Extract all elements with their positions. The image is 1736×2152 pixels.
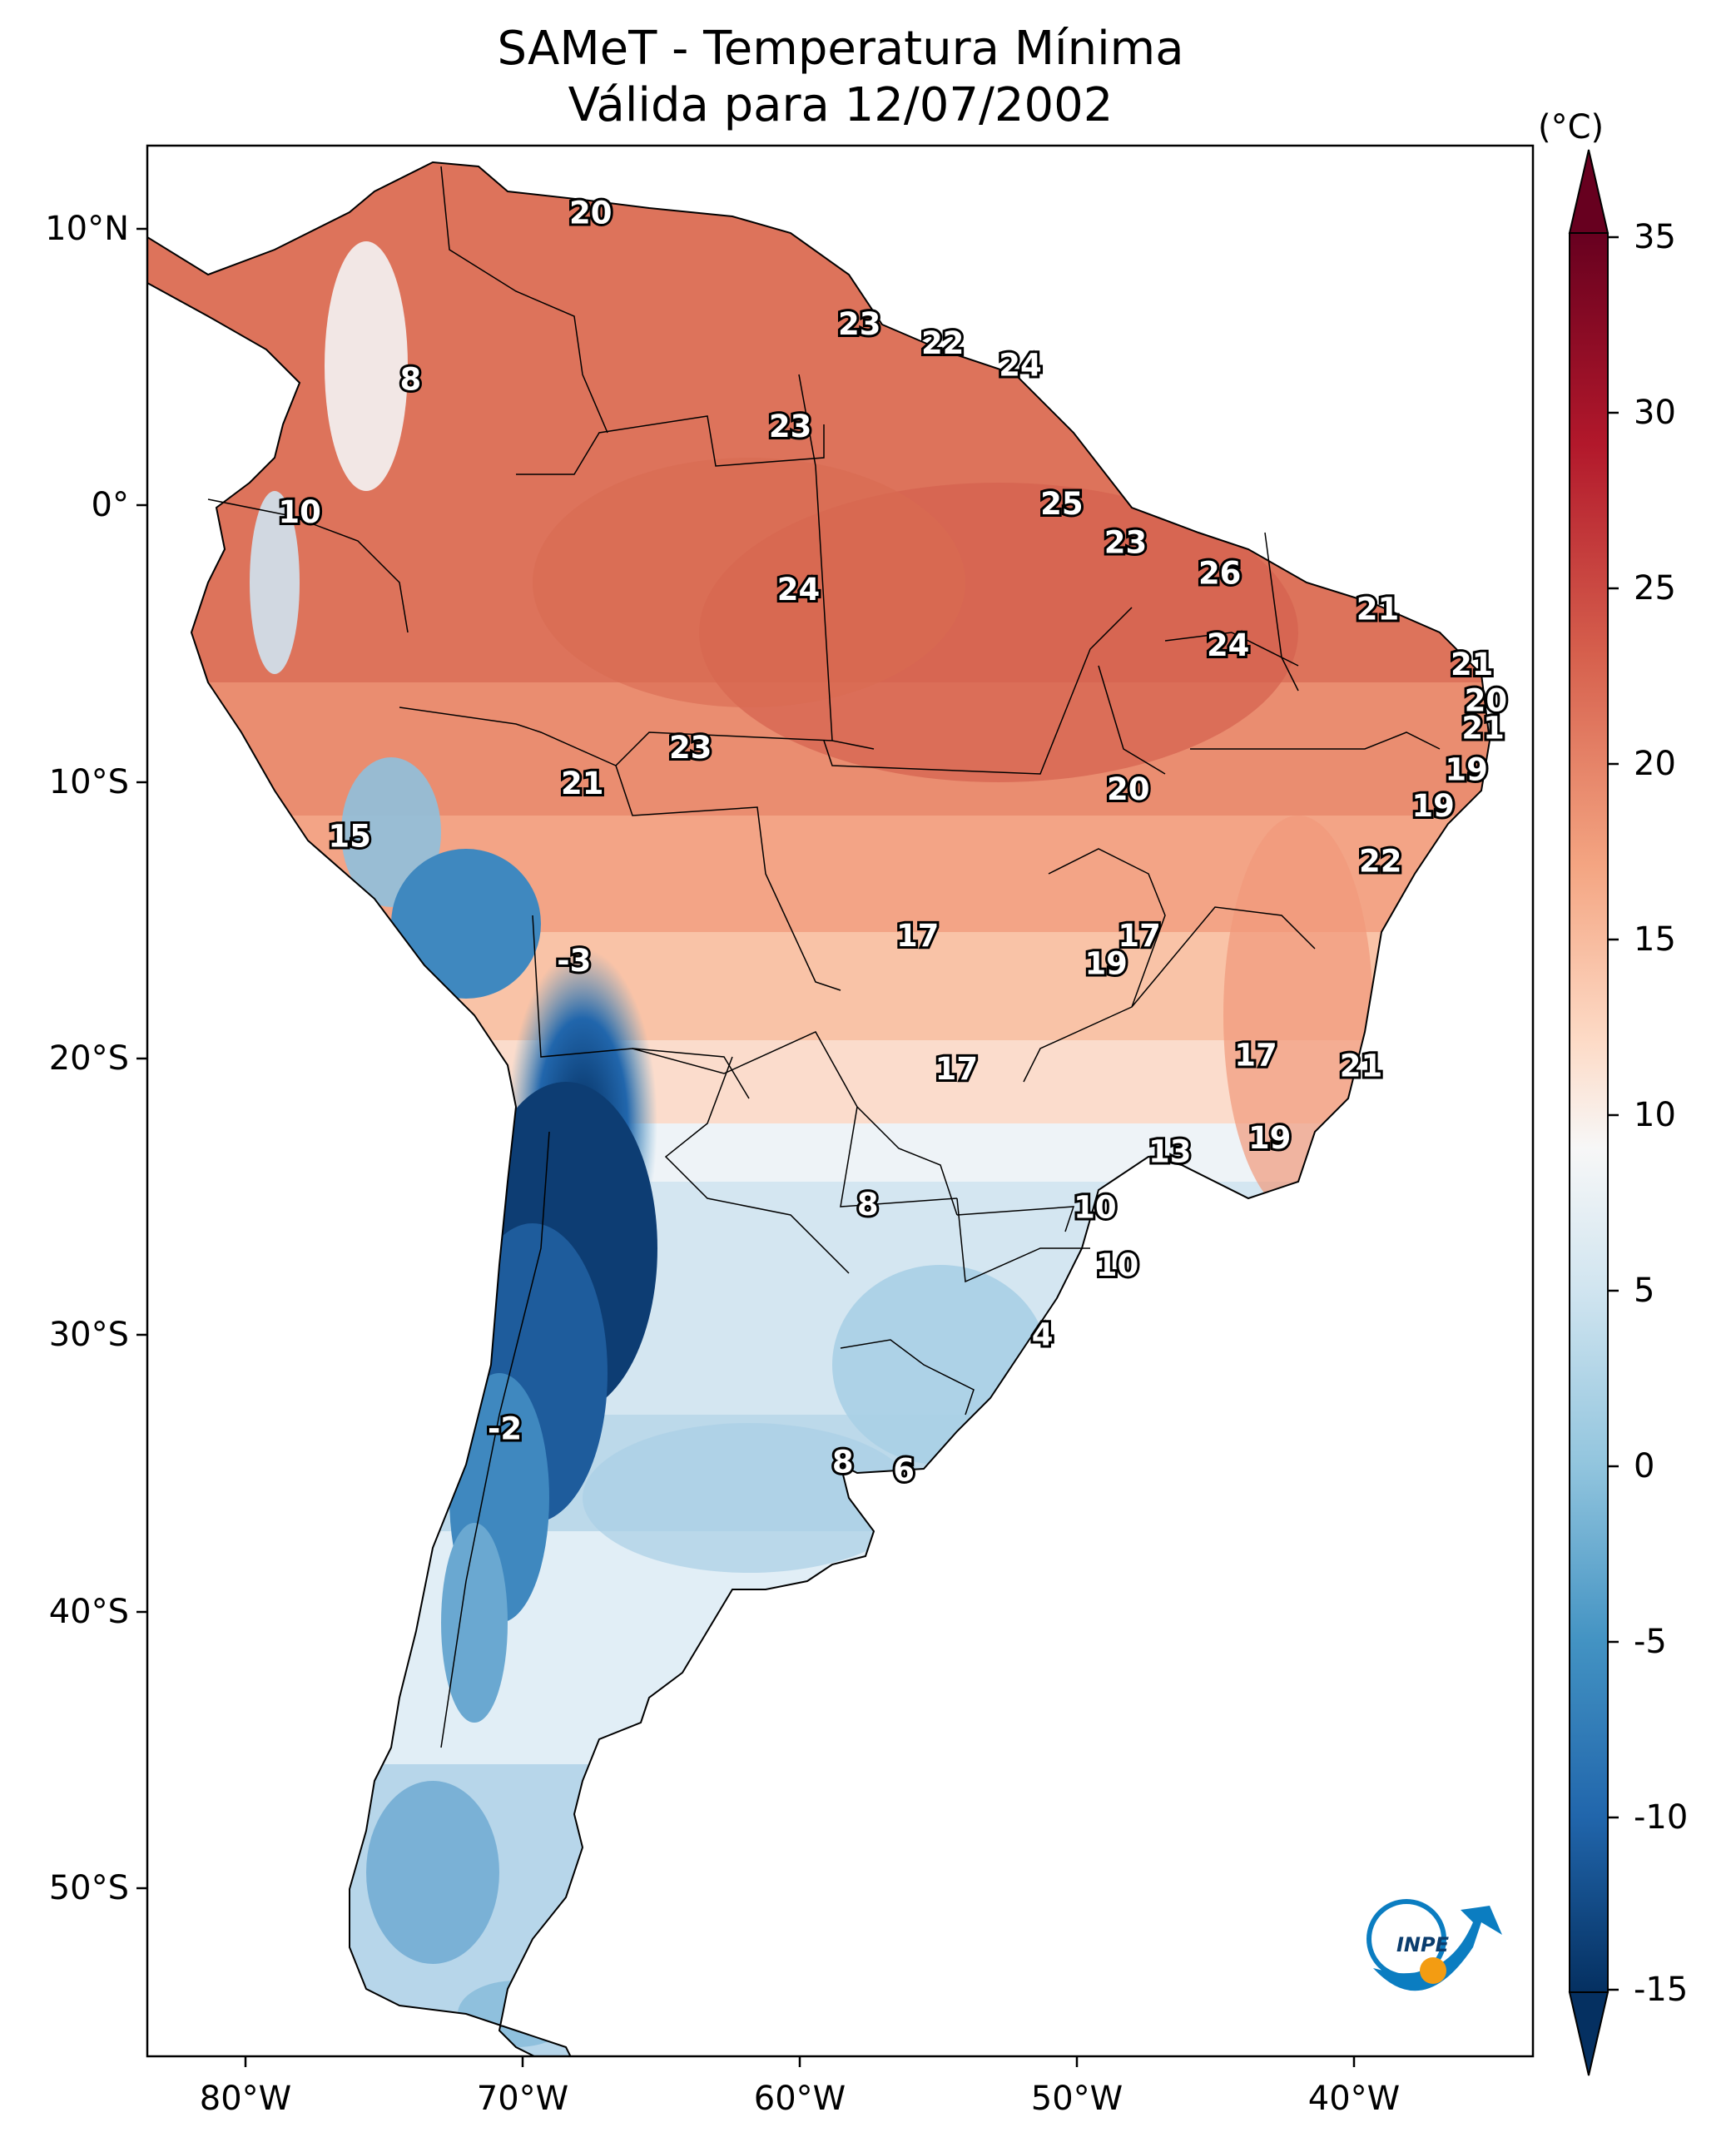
station-value-label: 22 [921,325,965,361]
station-value-label: 8 [857,1187,879,1222]
station-value-label: 8 [832,1444,854,1480]
lon-label-60w: 60°W [753,2080,846,2118]
station-value-label: 6 [893,1452,915,1488]
station-value-label: 23 [669,730,712,766]
colorbar-tick-5: 5 [1634,1272,1655,1310]
lon-label-50w: 50°W [1030,2080,1123,2118]
station-value-label: 20 [569,196,613,231]
station-value-label: 24 [1207,627,1250,663]
colorbar-unit: (°C) [1538,108,1605,146]
station-value-label: 19 [1445,752,1488,788]
station-value-label: 23 [769,409,812,444]
colorbar-tick-10: 10 [1634,1096,1676,1134]
station-value-label: 17 [1118,918,1161,954]
map-frame [146,144,1535,2058]
lon-tick-marks [244,2056,1356,2067]
station-value-label: -3 [557,943,591,979]
station-value-label: 15 [328,818,371,854]
station-value-label: 21 [1340,1049,1383,1084]
station-value-label: 24 [777,572,821,607]
lat-label-0: 0° [91,486,129,524]
lon-label-40w: 40°W [1307,2080,1401,2118]
lat-label-40s: 40°S [48,1593,129,1631]
colorbar-tick-minus15: -15 [1634,1971,1689,2009]
station-value-label: 19 [1248,1120,1292,1156]
station-value-label: 23 [838,306,881,342]
inpe-logo: INPE [1366,1899,1502,1991]
station-value-label: 20 [1465,682,1508,718]
lat-label-20s: 20°S [48,1039,129,1078]
lon-label-80w: 80°W [199,2080,292,2118]
map-title: SAMeT - Temperatura Mínima [497,22,1184,76]
inpe-logo-text: INPE [1396,1933,1450,1956]
station-value-label: 10 [278,494,321,530]
station-value-label: 13 [1148,1134,1192,1170]
station-value-label: 17 [1234,1037,1277,1073]
colorbar-tick-25: 25 [1634,569,1676,607]
lat-label-10s: 10°S [48,763,129,801]
station-value-label: 23 [1104,525,1148,561]
station-value-label: 22 [1359,843,1402,879]
colorbar-tick-15: 15 [1634,920,1676,959]
colorbar-tick-35: 35 [1634,218,1676,256]
station-value-label: 10 [1096,1247,1139,1283]
station-value-label: 21 [1357,592,1400,627]
station-value-label: 20 [1107,771,1150,807]
lat-label-50s: 50°S [48,1869,129,1907]
lon-label-70w: 70°W [476,2080,569,2118]
station-value-label: 17 [935,1051,979,1087]
station-value-label: 8 [400,361,422,397]
station-value-label: -2 [488,1411,522,1447]
station-value-label: 21 [561,766,604,801]
station-value-label: 4 [1032,1316,1054,1352]
colorbar-tick-0: 0 [1634,1447,1655,1485]
station-value-label: 17 [896,918,940,954]
colorbar-tick-minus5: -5 [1634,1623,1667,1661]
station-value-label: 21 [1451,647,1494,682]
station-value-label: 21 [1461,711,1505,746]
station-value-label: 19 [1411,788,1455,824]
map-subtitle: Válida para 12/07/2002 [568,78,1114,132]
lat-label-30s: 30°S [48,1316,129,1354]
colorbar-tick-20: 20 [1634,745,1676,783]
colorbar-tick-30: 30 [1634,394,1676,432]
station-value-label: 24 [999,348,1042,384]
colorbar [1568,149,1619,2076]
station-value-label: 19 [1084,946,1128,982]
station-value-label: 26 [1198,555,1242,591]
station-value-label: 10 [1074,1189,1117,1225]
lat-tick-marks [136,227,147,1890]
border-lines [207,166,1441,1748]
station-value-label: 25 [1040,486,1084,522]
lat-label-10n: 10°N [45,210,129,248]
colorbar-tick-minus10: -10 [1634,1798,1689,1837]
